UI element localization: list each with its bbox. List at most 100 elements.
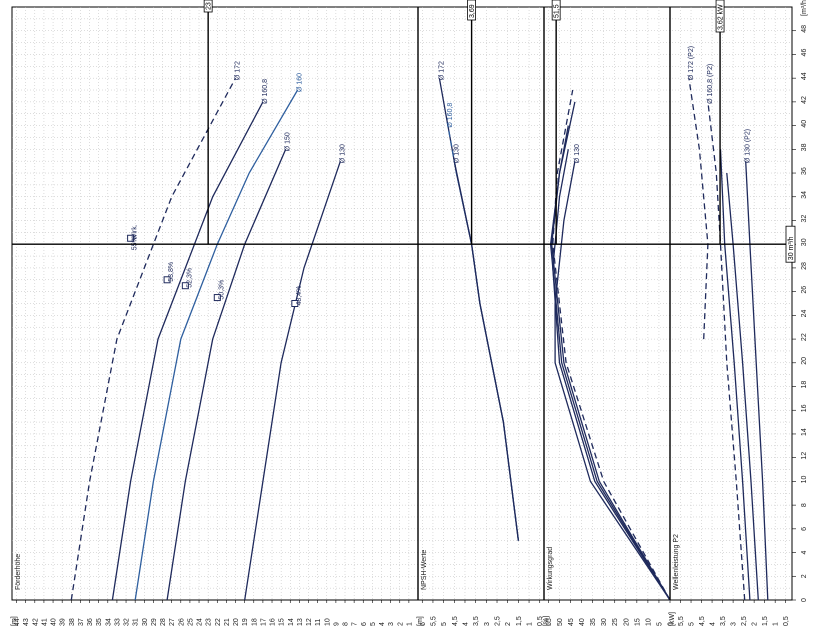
power-series-line — [745, 161, 769, 601]
head-curve-label: Ø 130 — [339, 144, 346, 163]
npsh-marker-label: 3,69 — [469, 4, 476, 18]
head-tick-label: 34 — [105, 618, 112, 626]
power-tick-label: 4,5 — [699, 616, 706, 626]
head-tick-label: 9 — [333, 622, 340, 626]
npsh-curve-label: Ø 130 — [453, 144, 460, 163]
head-curve-label: Ø 160 — [297, 73, 304, 92]
npsh-curve-label: Ø 160,8 — [447, 103, 454, 128]
head-tick-label: 1 — [406, 622, 413, 626]
eff-tick-label: 35 — [590, 618, 597, 626]
efficiency-marker-label: 53,8% — [168, 262, 175, 282]
power-tick-label: 3 — [731, 622, 738, 626]
efficiency-marker-label: 52,3% — [186, 268, 193, 288]
power-tick-label: 1 — [773, 622, 780, 626]
efficiency-marker-label: 50,3% — [218, 280, 225, 300]
npsh-marker-box — [467, 0, 477, 21]
npsh-tick-label: 2 — [505, 622, 512, 626]
eff-tick-label: 40 — [579, 618, 586, 626]
flow-tick-label: 12 — [801, 452, 808, 460]
head-tick-label: 27 — [169, 618, 176, 626]
flow-tick-label: 16 — [801, 404, 808, 412]
power-tick-label: 5 — [689, 622, 696, 626]
npsh-series-line — [438, 78, 520, 541]
power-title: Wellenleistung P2 — [673, 534, 680, 590]
eff-tick-label: 0 — [668, 622, 675, 626]
head-tick-label: 29 — [151, 618, 158, 626]
flow-tick-label: 40 — [801, 120, 808, 128]
head-tick-label: 12 — [306, 618, 313, 626]
flow-tick-label: 24 — [801, 309, 808, 317]
eff-series-line — [549, 125, 671, 601]
power-tick-label: 3,5 — [720, 616, 727, 626]
head-series-line — [166, 149, 287, 601]
power-unit-label: [kW] — [669, 612, 676, 626]
head-tick-label: 20 — [233, 618, 240, 626]
power-tick-label: 4 — [710, 622, 717, 626]
power-curve-label: Ø 160,8 (P2) — [707, 64, 714, 104]
npsh-tick-label: 3,5 — [473, 616, 480, 626]
operating-flow-box-frame — [785, 225, 796, 263]
flow-tick-label: 32 — [801, 215, 808, 223]
head-tick-label: 24 — [197, 618, 204, 626]
npsh-unit-label: [m] — [417, 616, 424, 626]
npsh-tick-label: 4 — [462, 622, 469, 626]
head-tick-label: 16 — [270, 618, 277, 626]
head-tick-label: 4 — [379, 622, 386, 626]
head-tick-label: 11 — [315, 619, 322, 626]
efficiency-marker — [213, 294, 221, 302]
head-tick-label: 28 — [160, 618, 167, 626]
head-tick-label: 35 — [96, 618, 103, 626]
head-series-line — [244, 160, 342, 601]
eff-unit-label: [%] — [543, 616, 550, 626]
head-tick-label: 30 — [142, 618, 149, 626]
eff-marker-label: 51,5 — [554, 4, 561, 18]
npsh-tick-label: 4,5 — [452, 616, 459, 626]
flow-tick-label: 14 — [801, 428, 808, 436]
eff-tick-label: 15 — [634, 618, 641, 626]
efficiency-marker — [127, 234, 135, 242]
head-tick-label: 13 — [297, 618, 304, 626]
efficiency-marker-label: Wirk. — [132, 224, 139, 240]
npsh-tick-label: 1,5 — [516, 616, 523, 626]
npsh-tick-label: 6 — [420, 622, 427, 626]
head-tick-label: 37 — [78, 618, 85, 626]
power-tick-label: 2 — [752, 622, 759, 626]
flow-tick-label: 28 — [801, 262, 808, 270]
head-tick-label: 40 — [51, 618, 58, 626]
head-series-line — [111, 101, 264, 601]
flow-tick-label: 38 — [801, 143, 808, 151]
head-tick-label: 23 — [206, 618, 213, 626]
flow-tick-label: 18 — [801, 381, 808, 389]
flow-tick-label: 0 — [801, 598, 808, 602]
flow-tick-label: 48 — [801, 25, 808, 33]
head-tick-label: 26 — [178, 618, 185, 626]
head-curve-label: Ø 172 — [235, 61, 242, 80]
efficiency-marker-label: 48,4% — [296, 286, 303, 306]
flow-tick-label: 4 — [801, 551, 808, 555]
head-tick-label: 21 — [224, 618, 231, 626]
head-tick-label: 8 — [343, 622, 350, 626]
head-tick-label: 38 — [69, 618, 76, 626]
power-tick-label: 1,5 — [762, 616, 769, 626]
power-marker-box — [715, 0, 725, 33]
head-tick-label: 39 — [60, 618, 67, 626]
head-curve-label: Ø 150 — [285, 132, 292, 151]
flow-tick-label: 36 — [801, 167, 808, 175]
head-marker-box — [203, 0, 213, 13]
npsh-title: NPSH-Werte — [421, 550, 428, 590]
flow-tick-label: 26 — [801, 286, 808, 294]
power-marker-label: 3,62 kW — [718, 4, 725, 30]
power-tick-label: 0,5 — [783, 616, 790, 626]
npsh-tick-label: 2,5 — [495, 616, 502, 626]
eff-tick-label: 10 — [645, 618, 652, 626]
head-tick-label: 6 — [361, 622, 368, 626]
npsh-tick-label: 5,5 — [430, 616, 437, 626]
flow-tick-label: 30 — [801, 238, 808, 246]
flow-axis-unit: [m³/h] — [801, 0, 808, 16]
head-tick-label: 7 — [352, 622, 359, 626]
flow-tick-label: 34 — [801, 191, 808, 199]
flow-tick-label: 6 — [801, 527, 808, 531]
efficiency-marker-value: 55% — [132, 236, 139, 250]
efficiency-marker — [181, 282, 189, 290]
